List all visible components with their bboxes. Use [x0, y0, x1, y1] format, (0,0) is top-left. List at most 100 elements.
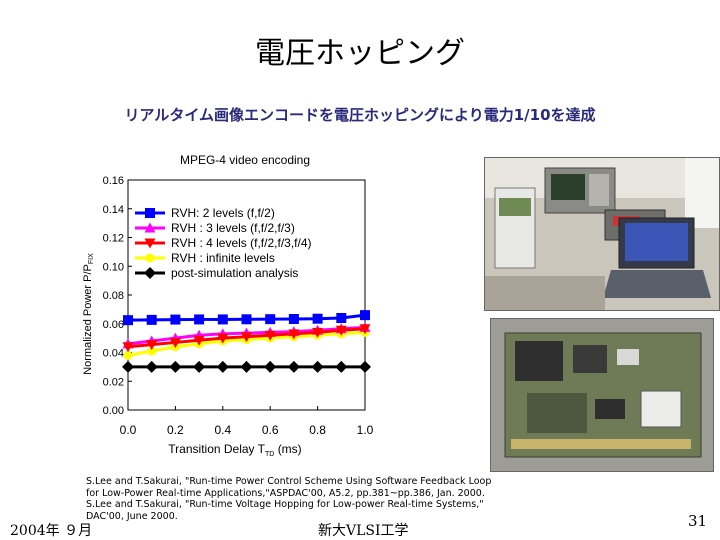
slide-subtitle: リアルタイム画像エンコードを電圧ホッピングにより電力1/10を達成: [124, 106, 596, 124]
data-point: [312, 313, 323, 324]
lab-poster: [685, 158, 719, 228]
data-point: [241, 314, 252, 325]
pcb-chip: [573, 345, 607, 373]
data-point: [336, 313, 347, 323]
y-tick-label: 0.08: [103, 290, 124, 302]
data-point: [147, 346, 157, 356]
circuit-board-illustration: [491, 319, 713, 471]
reference-line: S.Lee and T.Sakurai, "Run-time Power Con…: [86, 476, 492, 487]
pcb-connector: [511, 439, 691, 449]
chart-legend: RVH: 2 levels (f,f/2)RVH : 3 levels (f,f…: [135, 206, 312, 280]
lab-equipment-illustration: [485, 158, 719, 310]
data-point: [194, 314, 205, 325]
y-axis-label: Normalized Power P/PFIX: [82, 253, 95, 375]
lab-equipment-photo: [484, 157, 720, 311]
y-tick-label: 0.10: [103, 261, 124, 273]
legend-entry: RVH : 4 levels (f,f/2,f/3,f/4): [135, 236, 312, 250]
circuit-board-photo: [490, 318, 714, 472]
legend-marker: [144, 267, 156, 279]
legend-marker: [145, 208, 155, 218]
laptop-keyboard: [603, 270, 711, 298]
x-tick-label: 0.2: [167, 423, 184, 437]
legend-label: RVH : 4 levels (f,f/2,f/3,f/4): [171, 236, 312, 250]
y-axis-ticks: 0.00 0.02 0.04 0.06 0.08 0.10 0.12 0.14 0.16: [103, 175, 132, 417]
x-axis-label-subscript: TD: [265, 451, 274, 458]
series-5: [122, 360, 371, 373]
footer-date: 2004年 ９月: [10, 523, 93, 539]
data-point: [359, 360, 371, 373]
data-point: [240, 360, 253, 373]
legend-label: RVH: 2 levels (f,f/2): [171, 206, 275, 220]
y-axis-label-main: Normalized Power P/P: [82, 264, 94, 375]
page-number: 31: [688, 512, 708, 530]
data-point: [264, 360, 277, 373]
data-point: [287, 360, 300, 373]
legend-entry: RVH : infinite levels: [135, 251, 275, 265]
data-point: [146, 314, 157, 325]
data-point: [123, 350, 133, 360]
x-axis-ticks: 0.0 0.2 0.4 0.6 0.8 1.0: [120, 406, 374, 437]
x-axis-label-unit-text: (ms): [278, 442, 302, 456]
legend-marker: [144, 222, 156, 233]
data-point: [217, 333, 229, 344]
data-point: [193, 360, 206, 373]
x-tick-label: 0.4: [214, 423, 231, 437]
data-point: [335, 360, 348, 373]
x-tick-label: 1.0: [357, 423, 374, 437]
data-point: [145, 360, 158, 373]
rack-board: [499, 198, 531, 216]
pcb-region: [527, 393, 587, 433]
data-point: [122, 360, 134, 373]
series-1: [123, 310, 370, 326]
legend-entry: post-simulation analysis: [135, 266, 298, 280]
data-point: [312, 327, 324, 338]
data-point: [193, 335, 205, 346]
y-axis-label-subscript: FIX: [88, 253, 95, 264]
pcb-chip-large: [515, 341, 563, 381]
y-tick-label: 0.16: [103, 175, 124, 187]
y-tick-label: 0.02: [103, 376, 124, 388]
footer-organization: 新大VLSI工学: [318, 523, 409, 539]
chart-title: MPEG-4 video encoding: [180, 153, 310, 167]
reference-line: S.Lee and T.Sakurai, "Run-time Voltage H…: [86, 499, 484, 510]
data-point: [311, 360, 324, 373]
x-axis-label: Transition Delay TTD (ms): [168, 442, 301, 458]
legend-label: post-simulation analysis: [171, 266, 298, 280]
legend-marker: [145, 253, 155, 263]
data-point: [359, 324, 371, 335]
data-point: [264, 330, 276, 341]
slide-title: 電圧ホッピング: [255, 36, 465, 71]
data-point: [217, 314, 228, 325]
legend-label: RVH : infinite levels: [171, 251, 275, 265]
data-point: [122, 342, 134, 353]
legend-entry: RVH: 2 levels (f,f/2): [135, 206, 275, 220]
oscilloscope-screen: [551, 174, 585, 200]
legend-marker: [144, 238, 156, 249]
x-tick-label: 0.6: [262, 423, 279, 437]
y-tick-label: 0.06: [103, 319, 124, 331]
data-point: [241, 332, 252, 343]
y-tick-label: 0.14: [103, 204, 124, 216]
data-point: [288, 314, 299, 325]
data-point: [216, 360, 229, 373]
data-point: [265, 314, 276, 325]
lab-desk: [485, 276, 605, 310]
laptop-screen: [625, 223, 688, 261]
data-point: [170, 314, 181, 325]
series-layer: [122, 310, 371, 373]
data-point: [169, 337, 181, 348]
data-point: [360, 310, 370, 321]
legend-label: RVH : 3 levels (f,f/2,f/3): [171, 221, 295, 235]
y-tick-label: 0.12: [103, 233, 124, 245]
oscilloscope-knobs: [589, 174, 609, 206]
data-point: [288, 329, 300, 340]
y-tick-label: 0.04: [103, 348, 124, 360]
x-axis-label-main: Transition Delay T: [168, 442, 265, 456]
data-point: [169, 360, 182, 373]
y-tick-label: 0.00: [103, 405, 124, 417]
reference-text: S.Lee and T.Sakurai, "Run-time Power Con…: [86, 476, 506, 522]
reference-line: for Low-Power Real-time Applications,"AS…: [86, 487, 485, 499]
x-tick-label: 0.0: [120, 423, 137, 437]
pcb-label: [617, 349, 639, 365]
